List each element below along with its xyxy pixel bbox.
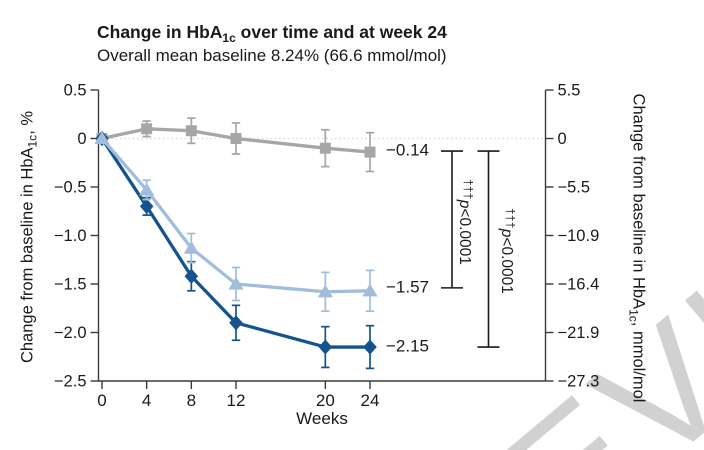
svg-text:8: 8 [187, 391, 196, 410]
p-value-text: <0.0001 [498, 237, 515, 294]
svg-text:−5.5: −5.5 [558, 179, 591, 197]
chart-title-text: Change in HbA [97, 22, 223, 42]
svg-text:−1.0: −1.0 [54, 227, 87, 245]
svg-text:0.5: 0.5 [64, 82, 87, 100]
p-value-text: <0.0001 [456, 208, 473, 265]
svg-text:12: 12 [227, 391, 246, 410]
chart-title: Change in HbA1c over time and at week 24 [97, 22, 447, 45]
right-axis-label-subscript: 1c [626, 309, 641, 322]
svg-text:−16.4: −16.4 [558, 276, 600, 294]
svg-text:5.5: 5.5 [558, 82, 581, 100]
dagger-symbols: ††† [503, 208, 515, 229]
svg-text:−21.9: −21.9 [558, 324, 600, 342]
value-label-light-blue-series: −1.57 [386, 277, 430, 297]
svg-text:−0.5: −0.5 [54, 179, 87, 197]
left-axis-ticks: 0.5 0 −0.5 −1.0 −1.5 −2.0 −2.5 [54, 82, 99, 391]
right-axis-ticks: 5.5 0 −5.5 −10.9 −16.4 −21.9 −27.3 [545, 82, 600, 391]
svg-text:24: 24 [361, 391, 380, 410]
series-light-blue-triangle [94, 131, 378, 313]
value-label-gray-series: −0.14 [386, 140, 430, 160]
p-value-annotation-1: †††p<0.0001 [455, 179, 473, 265]
chart-title-subscript: 1c [222, 31, 236, 45]
svg-text:4: 4 [142, 391, 151, 410]
right-axis-label-suffix: , mmol/mol [629, 321, 648, 403]
svg-text:−2.5: −2.5 [54, 373, 87, 391]
series-comparator-gray [96, 117, 376, 173]
significance-bracket-2 [477, 150, 500, 348]
x-axis-title: Weeks [296, 409, 348, 428]
svg-text:−1.5: −1.5 [54, 276, 87, 294]
right-axis-label-text: Change from baseline in HbA [629, 93, 648, 310]
left-axis-label-suffix: , % [18, 110, 37, 135]
chart-title-suffix: over time and at week 24 [235, 22, 447, 42]
chart-subtitle: Overall mean baseline 8.24% (66.6 mmol/m… [97, 46, 447, 65]
series-dark-blue-diamond [95, 130, 377, 370]
svg-text:−2.0: −2.0 [54, 324, 87, 342]
left-axis-label: Change from baseline in HbA1c, % [19, 111, 40, 363]
p-value-annotation-2: †††p<0.0001 [497, 208, 515, 294]
svg-text:20: 20 [316, 391, 335, 410]
svg-text:−27.3: −27.3 [558, 373, 600, 391]
svg-text:0: 0 [97, 391, 106, 410]
dagger-symbols: ††† [461, 179, 473, 200]
svg-text:0: 0 [77, 130, 86, 148]
svg-text:−10.9: −10.9 [558, 227, 600, 245]
right-axis-label: Change from baseline in HbA1c, mmol/mol [627, 94, 648, 403]
left-axis-label-subscript: 1c [25, 134, 40, 148]
left-axis-label-text: Change from baseline in HbA [18, 147, 37, 364]
x-axis-ticks: 0 4 8 12 20 24 [97, 381, 379, 410]
svg-text:0: 0 [558, 130, 567, 148]
value-label-dark-blue-series: −2.15 [386, 336, 430, 356]
significance-bracket-1 [441, 150, 463, 289]
